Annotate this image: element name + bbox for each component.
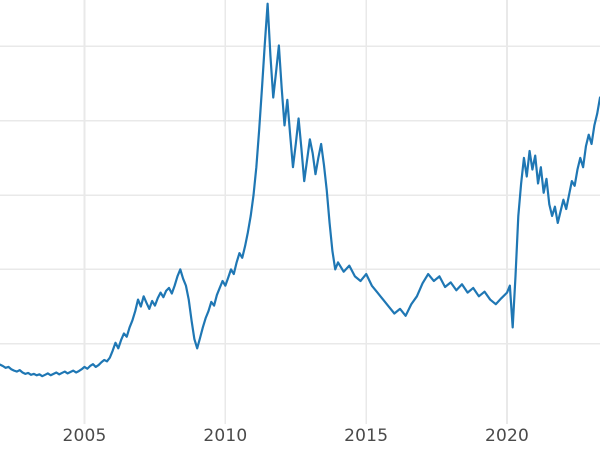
x-axis-tick-label: 2015	[344, 426, 389, 446]
x-axis-tick-label: 2010	[203, 426, 248, 446]
x-axis-tickmarks	[83, 418, 508, 424]
horizontal-gridlines	[0, 45, 600, 345]
data-series-line	[0, 2, 600, 378]
vertical-gridlines	[83, 0, 508, 418]
x-axis-tick-label: 2020	[484, 426, 530, 446]
x-axis-tick-label: 2005	[62, 426, 107, 446]
